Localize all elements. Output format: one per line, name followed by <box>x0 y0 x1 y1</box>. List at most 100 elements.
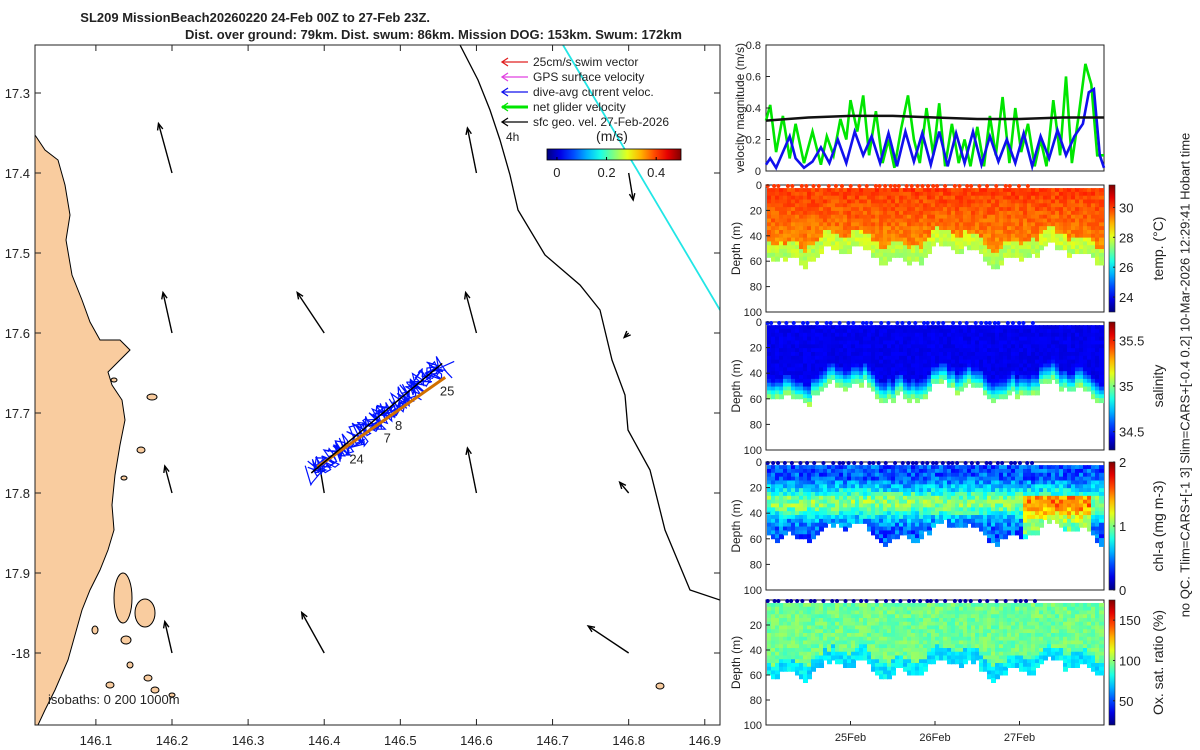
surface-dot <box>1000 461 1005 465</box>
legend-label: sfc geo. vel. 27-Feb-2026 <box>533 115 669 129</box>
cbar-label: chl-a (mg m-3) <box>1150 480 1166 571</box>
surface-dot <box>934 599 939 603</box>
island <box>91 625 99 635</box>
island <box>146 393 158 401</box>
surface-dot <box>1024 599 1029 603</box>
surface-dot <box>859 461 864 465</box>
geo-vector-head <box>300 610 308 620</box>
cbar-tick-label: 150 <box>1119 613 1141 628</box>
surface-dot <box>951 321 956 325</box>
surface-dot <box>777 321 782 325</box>
y-tick-label: 17.3 <box>5 86 30 101</box>
legend-label: dive-avg current veloc. <box>533 85 654 99</box>
island <box>150 686 160 694</box>
surface-dot <box>888 184 893 188</box>
surface-dot <box>789 461 794 465</box>
surface-dot <box>789 599 794 603</box>
surface-dot <box>812 461 817 465</box>
surface-dot <box>952 599 957 603</box>
figure-title-line2: Dist. over ground: 79km. Dist. swum: 86k… <box>184 27 682 42</box>
surface-dot <box>1005 321 1010 325</box>
surface-dot <box>985 184 990 188</box>
surface-dot <box>977 184 982 188</box>
surface-dot <box>943 599 948 603</box>
surface-dot <box>826 184 831 188</box>
geo-vector-head <box>465 126 472 135</box>
surface-dot <box>873 184 878 188</box>
y-tick-label: 17.8 <box>5 486 30 501</box>
surface-dot <box>900 461 905 465</box>
depth-ylabel: Depth (m) <box>729 222 743 275</box>
surface-dot <box>985 599 990 603</box>
surface-dot <box>979 321 984 325</box>
legend-arrow <box>500 102 509 112</box>
legend-arrow <box>500 72 509 82</box>
depth-tick-label: 60 <box>750 394 762 406</box>
island <box>655 682 665 690</box>
geo-vector-head <box>586 625 596 633</box>
island <box>120 635 132 645</box>
surface-dot <box>805 461 810 465</box>
surface-dot <box>931 461 936 465</box>
vel-tick-label: 0.2 <box>746 135 761 147</box>
coastline-land <box>35 45 131 725</box>
surface-dot <box>848 184 853 188</box>
x-tick-label: 146.4 <box>308 733 341 748</box>
surface-dot <box>907 599 912 603</box>
depth-field <box>765 184 1104 270</box>
y-tick-label: 17.6 <box>5 326 30 341</box>
x-tick-label: 146.5 <box>384 733 417 748</box>
surface-dot <box>910 461 915 465</box>
depth-tick-label: 100 <box>744 307 762 319</box>
geo-vector <box>164 465 173 494</box>
figure-title-line1: SL209 MissionBeach20260220 24-Feb 00Z to… <box>80 10 430 25</box>
depth-tick-label: 80 <box>750 282 762 294</box>
map-colorbar <box>546 148 682 161</box>
surface-dot <box>852 461 857 465</box>
surface-dot <box>877 184 882 188</box>
surface-dot <box>906 461 911 465</box>
surface-dot <box>1003 184 1008 188</box>
surface-dot <box>996 321 1001 325</box>
surface-dot <box>811 184 816 188</box>
surface-dot <box>952 184 957 188</box>
surface-dot <box>785 599 790 603</box>
cyan-line <box>562 45 720 311</box>
surface-dot <box>812 599 817 603</box>
geo-vector <box>619 481 630 494</box>
surface-dot <box>957 321 962 325</box>
depth-tick-label: 40 <box>750 231 762 243</box>
depth-tick-label: 40 <box>750 508 762 520</box>
cbar-tick-label: 1 <box>1119 519 1126 534</box>
surface-dot <box>785 184 790 188</box>
surface-dot <box>946 461 951 465</box>
island <box>126 661 134 669</box>
track-label: 24 <box>349 451 363 466</box>
surface-dot <box>771 461 776 465</box>
geo-vector <box>301 612 325 654</box>
surface-dot <box>841 461 846 465</box>
surface-dot <box>883 461 888 465</box>
geo-vector-head <box>618 480 627 490</box>
depth-ylabel: Depth (m) <box>729 499 743 552</box>
cbar-tick-label: 35 <box>1119 379 1133 394</box>
depth-tick-label: 80 <box>750 559 762 571</box>
surface-dot <box>821 461 826 465</box>
cbar-tick-label: 34.5 <box>1119 425 1144 440</box>
vel-tick-label: 0.6 <box>746 72 761 84</box>
surface-dot <box>918 599 923 603</box>
surface-dot <box>1016 184 1021 188</box>
time-tick-label: 27Feb <box>1004 732 1035 744</box>
surface-dot <box>782 461 787 465</box>
surface-dot <box>869 321 874 325</box>
surface-dot <box>913 321 918 325</box>
surface-dot <box>1017 461 1022 465</box>
surface-dot <box>851 321 856 325</box>
colorbar-tick-label: 0.2 <box>598 165 616 180</box>
surface-dot <box>769 321 774 325</box>
depth-tick-label: 60 <box>750 534 762 546</box>
surface-dot <box>776 461 781 465</box>
depth-tick-label: 40 <box>750 645 762 657</box>
y-tick-label: -18 <box>11 646 30 661</box>
surface-dot <box>891 599 896 603</box>
